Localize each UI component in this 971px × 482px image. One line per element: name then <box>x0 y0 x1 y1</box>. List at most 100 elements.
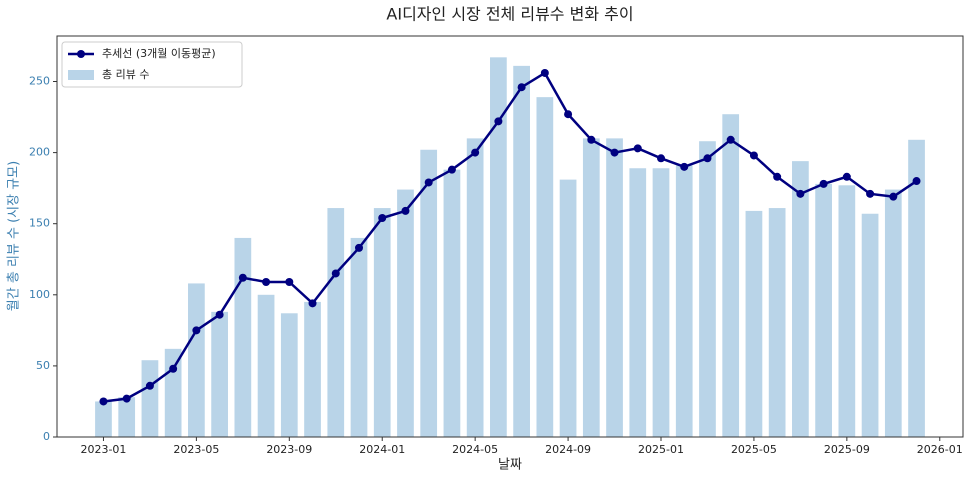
bar <box>234 237 252 437</box>
bar <box>490 57 507 438</box>
trend-point <box>285 278 294 287</box>
x-tick-label: 2025-01 <box>638 443 684 456</box>
chart-title: AI디자인 시장 전체 리뷰수 변화 추이 <box>386 5 633 24</box>
trend-point <box>494 117 503 126</box>
trend-point <box>145 381 154 390</box>
bar <box>327 208 345 437</box>
trend-point <box>564 110 573 119</box>
trend-line <box>103 71 918 403</box>
trend-point <box>99 397 108 406</box>
bar <box>466 138 484 437</box>
trend-point <box>773 172 782 181</box>
plot-frame <box>56 35 964 438</box>
bar <box>884 189 902 437</box>
trend-point <box>610 148 619 157</box>
bar <box>582 138 600 437</box>
trend-point <box>308 299 317 308</box>
bar <box>350 237 368 437</box>
legend-label: 총 리뷰 수 <box>102 68 149 81</box>
trend-point <box>703 154 712 163</box>
legend-box <box>61 41 243 88</box>
y-tick-label: 200 <box>29 146 50 159</box>
y-tick-label: 100 <box>29 288 50 301</box>
trend-point <box>447 165 456 174</box>
trend-point <box>471 148 480 157</box>
trend-point <box>796 189 805 198</box>
y-tick-label: 250 <box>29 75 50 88</box>
trend-point <box>819 179 828 188</box>
trend-point <box>866 189 875 198</box>
trend-point <box>215 310 224 319</box>
trend-point <box>355 243 363 252</box>
x-tick-label: 2026-01 <box>917 443 963 456</box>
trend-point <box>401 206 410 215</box>
bar <box>95 401 112 437</box>
bar <box>397 189 414 437</box>
trend-point <box>726 135 735 144</box>
x-tick-label: 2024-05 <box>452 443 498 456</box>
bar <box>513 65 530 438</box>
bar <box>908 139 925 437</box>
trend-point <box>749 151 758 160</box>
bar <box>699 141 716 438</box>
bar <box>861 213 879 437</box>
x-tick-label: 2025-05 <box>731 443 777 456</box>
trend-point <box>262 278 271 287</box>
legend-label: 추세선 (3개월 이동평균) <box>102 47 216 60</box>
bar <box>606 138 623 437</box>
bar <box>768 208 786 437</box>
bar <box>838 185 856 437</box>
y-tick-label: 150 <box>29 217 50 230</box>
bar <box>792 161 809 437</box>
bar <box>815 183 832 437</box>
x-axis-label: 날짜 <box>498 458 522 473</box>
bar <box>280 313 298 437</box>
trend-point <box>912 177 921 186</box>
trend-point <box>540 68 549 77</box>
legend-swatch <box>68 70 94 80</box>
x-tick-label: 2023-05 <box>173 443 219 456</box>
bar <box>536 97 554 438</box>
bar <box>443 169 461 437</box>
trend-point <box>122 394 131 403</box>
bar <box>559 179 577 438</box>
trend-point <box>331 269 340 278</box>
bar <box>304 301 321 437</box>
bar <box>257 294 275 437</box>
bar <box>722 114 740 437</box>
bar <box>675 165 693 438</box>
bar <box>188 283 205 437</box>
trend-point <box>192 326 201 335</box>
trend-point <box>889 192 898 201</box>
trend-point <box>378 214 387 223</box>
x-tick-label: 2024-09 <box>545 443 591 456</box>
bar <box>745 210 763 437</box>
trend-point <box>587 135 596 144</box>
trend-point <box>238 273 247 282</box>
trend-point <box>517 83 526 92</box>
bar <box>118 397 136 437</box>
trend-point <box>633 144 642 153</box>
bar <box>629 168 647 437</box>
y-tick-label: 50 <box>36 359 50 372</box>
trend-point <box>680 162 689 171</box>
bar <box>141 360 159 437</box>
y-axis-label: 월간 총 리뷰 수 (시장 규모) <box>7 161 22 311</box>
bar <box>373 208 391 437</box>
bar <box>420 149 438 438</box>
bar <box>211 311 228 437</box>
trend-point <box>657 154 665 163</box>
x-tick-label: 2023-09 <box>266 443 312 456</box>
bar <box>652 168 670 437</box>
x-tick-label: 2024-01 <box>359 443 405 456</box>
x-tick-label: 2025-09 <box>824 443 870 456</box>
trend-point <box>169 364 178 373</box>
legend-marker <box>77 50 85 58</box>
trend-point <box>842 172 851 181</box>
bar <box>164 348 182 437</box>
trend-point <box>424 178 433 187</box>
x-tick-label: 2023-01 <box>80 443 126 456</box>
y-tick-label: 0 <box>43 430 50 443</box>
